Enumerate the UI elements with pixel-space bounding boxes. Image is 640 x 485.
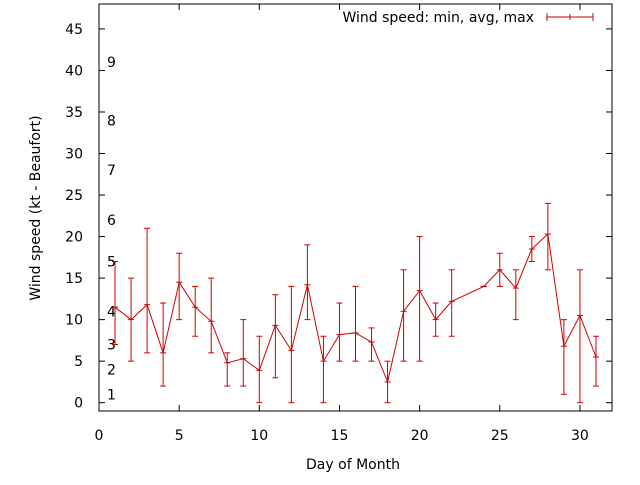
- series-line: [114, 233, 597, 384]
- y-tick-label: 5: [74, 354, 83, 370]
- y-tick-label: 45: [65, 22, 83, 38]
- x-tick-label: 10: [250, 428, 268, 444]
- y-axis-title: Wind speed (kt - Beaufort): [28, 115, 44, 300]
- y-tick-label: 40: [65, 63, 83, 79]
- x-tick-label: 5: [175, 428, 184, 444]
- y-tick-label: 0: [74, 396, 83, 412]
- x-tick-label: 25: [491, 428, 509, 444]
- y-tick-label: 20: [65, 230, 83, 246]
- beaufort-scale: 1 2 3 4 5 6 7 8 9: [107, 55, 116, 403]
- y-tick-label: 25: [65, 188, 83, 204]
- beaufort-label: 9: [107, 55, 116, 71]
- y-tick-label: 35: [65, 105, 83, 121]
- x-tick-label: 30: [571, 428, 589, 444]
- x-tick-label: 0: [95, 428, 104, 444]
- beaufort-label: 7: [107, 163, 116, 179]
- beaufort-label: 1: [107, 387, 116, 403]
- beaufort-label: 6: [107, 213, 116, 229]
- y-tick-label: 10: [65, 313, 83, 329]
- beaufort-label: 3: [107, 338, 116, 354]
- x-axis-title: Day of Month: [306, 457, 400, 473]
- beaufort-label: 5: [107, 254, 116, 270]
- y-tick-label: 15: [65, 271, 83, 287]
- legend: Wind speed: min, avg, max: [342, 10, 594, 26]
- plot-frame: [98, 3, 613, 412]
- x-tick-label: 20: [411, 428, 429, 444]
- x-tick-label: 15: [331, 428, 349, 444]
- series-layer: [112, 202, 599, 404]
- beaufort-label: 2: [107, 362, 116, 378]
- beaufort-label: 8: [107, 113, 116, 129]
- beaufort-label: 4: [107, 304, 116, 320]
- y-tick-label: 30: [65, 147, 83, 163]
- legend-label: Wind speed: min, avg, max: [342, 10, 534, 26]
